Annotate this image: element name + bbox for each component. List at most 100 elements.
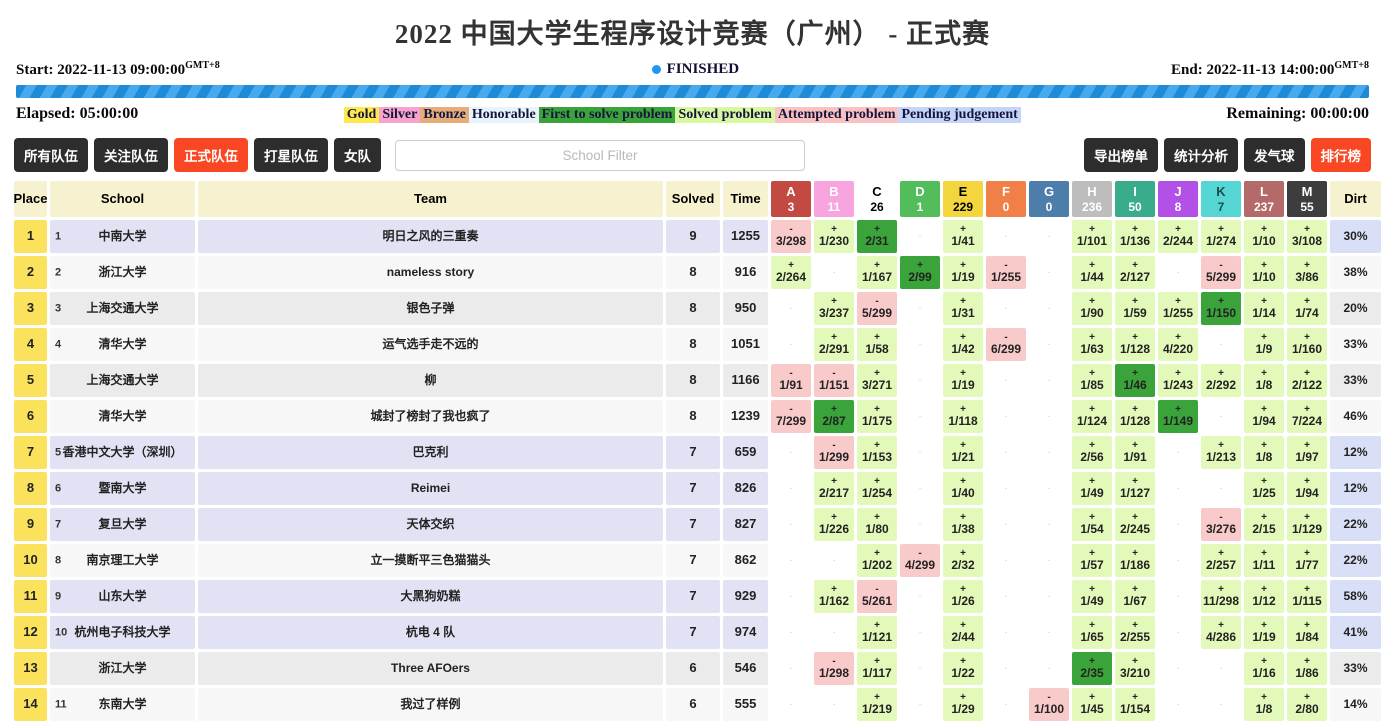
- result-cell-G: ·: [1047, 626, 1051, 638]
- solved-cell: 7: [666, 508, 720, 541]
- result-cell-L: +1/8: [1244, 688, 1284, 721]
- time-cell: 950: [723, 292, 768, 325]
- result-cell-B: ·: [832, 626, 836, 638]
- school-cell: 6 暨南大学: [50, 472, 195, 505]
- header-problem-E[interactable]: E 229: [943, 181, 983, 217]
- dirt-cell: 30%: [1330, 220, 1381, 253]
- header-problem-M[interactable]: M 55: [1287, 181, 1327, 217]
- header-problem-L[interactable]: L 237: [1244, 181, 1284, 217]
- filter-button-group: 所有队伍 关注队伍 正式队伍 打星队伍 女队: [14, 138, 387, 172]
- result-symbol: +: [1089, 223, 1095, 235]
- result-cell-C: +3/271: [857, 364, 897, 397]
- result-value: 2/244: [1162, 233, 1194, 248]
- team-row[interactable]: 3 3 上海交通大学 银色子弹 8 950 · +3/237-5/299 · +1/31 · · +1/…: [14, 292, 1385, 325]
- team-row[interactable]: 8 6 暨南大学 Reimei 7 826 · +2/217 +1/254 · +1/40 · · +1/…: [14, 472, 1385, 505]
- result-cell-J: ·: [1176, 590, 1180, 602]
- filter-button[interactable]: 关注队伍: [94, 138, 168, 172]
- result-cell-L: +1/25: [1244, 472, 1284, 505]
- action-button[interactable]: 发气球: [1244, 138, 1305, 172]
- result-value: 3/298: [775, 233, 807, 248]
- filter-button[interactable]: 打星队伍: [254, 138, 328, 172]
- result-cell-H: +1/63: [1072, 328, 1112, 361]
- dirt-cell: 33%: [1330, 328, 1381, 361]
- result-value: 1/19: [951, 377, 975, 392]
- result-symbol: +: [1218, 619, 1224, 631]
- result-value: 1/118: [948, 413, 978, 428]
- filter-button[interactable]: 所有队伍: [14, 138, 88, 172]
- result-symbol: +: [1304, 367, 1310, 379]
- result-cell-E: +1/42: [943, 328, 983, 361]
- result-cell-M: +1/129: [1287, 508, 1327, 541]
- result-value: 2/291: [818, 341, 850, 356]
- result-cell-J: +1/149: [1158, 400, 1198, 433]
- result-symbol: +: [1218, 547, 1224, 559]
- school-filter-input[interactable]: [395, 139, 805, 171]
- header-problem-H[interactable]: H 236: [1072, 181, 1112, 217]
- problem-letter: H: [1087, 184, 1097, 199]
- result-value: 1/153: [861, 449, 893, 464]
- team-row[interactable]: 6 清华大学 城封了榜封了我也疯了 8 1239-7/299 +2/87 +1/175 · +1…: [14, 400, 1385, 433]
- filter-button[interactable]: 女队: [334, 138, 381, 172]
- result-value: 5/261: [861, 593, 893, 608]
- result-value: 2/80: [1295, 701, 1319, 716]
- result-cell-G: ·: [1047, 266, 1051, 278]
- result-symbol: +: [960, 295, 966, 307]
- action-button[interactable]: 排行榜: [1310, 138, 1371, 172]
- result-value: 2/255: [1119, 629, 1151, 644]
- legend-item: Silver: [379, 107, 421, 123]
- solved-cell: 7: [666, 580, 720, 613]
- result-symbol: +: [874, 367, 880, 379]
- result-symbol: +: [1132, 511, 1138, 523]
- end-timezone: GMT+8: [1334, 60, 1369, 71]
- result-cell-C: +1/219: [857, 688, 897, 721]
- elapsed-time: Elapsed: 05:00:00: [16, 105, 139, 122]
- team-row[interactable]: 1 1 中南大学 明日之风的三重奏 9 1255-3/298 +1/230 +2/31 · +1/…: [14, 220, 1385, 253]
- team-row[interactable]: 9 7 复旦大学 天体交织 7 827 · +1/226 +1/80 · +1/38 · · +1/54 +…: [14, 508, 1385, 541]
- contest-progress-bar[interactable]: [16, 85, 1369, 98]
- team-row[interactable]: 10 8 南京理工大学 立一摸断平三色猫猫头 7 862 · · +1/202-4/299 +2/…: [14, 544, 1385, 577]
- team-row[interactable]: 14 11 东南大学 我过了样例 6 555 · · +1/219 · +1/29 · -1/100 +1…: [14, 688, 1385, 721]
- result-value: 1/128: [1119, 413, 1151, 428]
- dirt-cell: 33%: [1330, 652, 1381, 685]
- dirt-cell: 20%: [1330, 292, 1381, 325]
- filter-button[interactable]: 正式队伍: [174, 138, 248, 172]
- team-row[interactable]: 13 浙江大学 Three AFOers 6 546 · -1/298 +1/117 · +1/2…: [14, 652, 1385, 685]
- team-row[interactable]: 4 4 清华大学 运气选手走不远的 8 1051 · +2/291 +1/58 · +1/42-6/…: [14, 328, 1385, 361]
- result-symbol: +: [831, 475, 837, 487]
- result-cell-D: ·: [918, 626, 922, 638]
- result-symbol: +: [1261, 511, 1267, 523]
- result-symbol: +: [1089, 655, 1095, 667]
- result-cell-L: +1/16: [1244, 652, 1284, 685]
- problem-solve-count: 0: [1002, 199, 1010, 214]
- header-problem-C[interactable]: C 26: [857, 181, 897, 217]
- team-row[interactable]: 2 2 浙江大学 nameless story 8 916 +2/264 · +1/167 +2/…: [14, 256, 1385, 289]
- result-cell-C: +1/175: [857, 400, 897, 433]
- result-value: 1/129: [1291, 521, 1323, 536]
- header-problem-I[interactable]: I 50: [1115, 181, 1155, 217]
- time-cell: 555: [723, 688, 768, 721]
- team-row[interactable]: 7 5 香港中文大学（深圳） 巴克利 7 659 · -1/299 +1/153 · +1/21 · ·…: [14, 436, 1385, 469]
- team-row[interactable]: 11 9 山东大学 大黑狗奶糕 7 929 · +1/162-5/261 · +1/26 · · +1/…: [14, 580, 1385, 613]
- result-value: 1/230: [818, 233, 850, 248]
- action-button[interactable]: 导出榜单: [1084, 138, 1158, 172]
- result-cell-J: ·: [1176, 266, 1180, 278]
- result-cell-J: ·: [1176, 626, 1180, 638]
- result-symbol: +: [831, 403, 837, 415]
- result-cell-H: +2/35: [1072, 652, 1112, 685]
- team-row[interactable]: 5 上海交通大学柳 8 1166-1/91-1/151 +3/271 · +1/19 · · +1…: [14, 364, 1385, 397]
- result-cell-K: ·: [1219, 482, 1223, 494]
- result-symbol: -: [875, 295, 879, 307]
- dirt-cell: 58%: [1330, 580, 1381, 613]
- result-cell-F: ·: [1004, 302, 1008, 314]
- team-row[interactable]: 12 10 杭州电子科技大学 杭电 4 队 7 974 · · +1/121 · +2/44 · · +1…: [14, 616, 1385, 649]
- result-value: 1/19: [951, 269, 975, 284]
- team-name-cell: 天体交织: [198, 508, 663, 541]
- header-problem-B[interactable]: B 11: [814, 181, 854, 217]
- action-button[interactable]: 统计分析: [1164, 138, 1238, 172]
